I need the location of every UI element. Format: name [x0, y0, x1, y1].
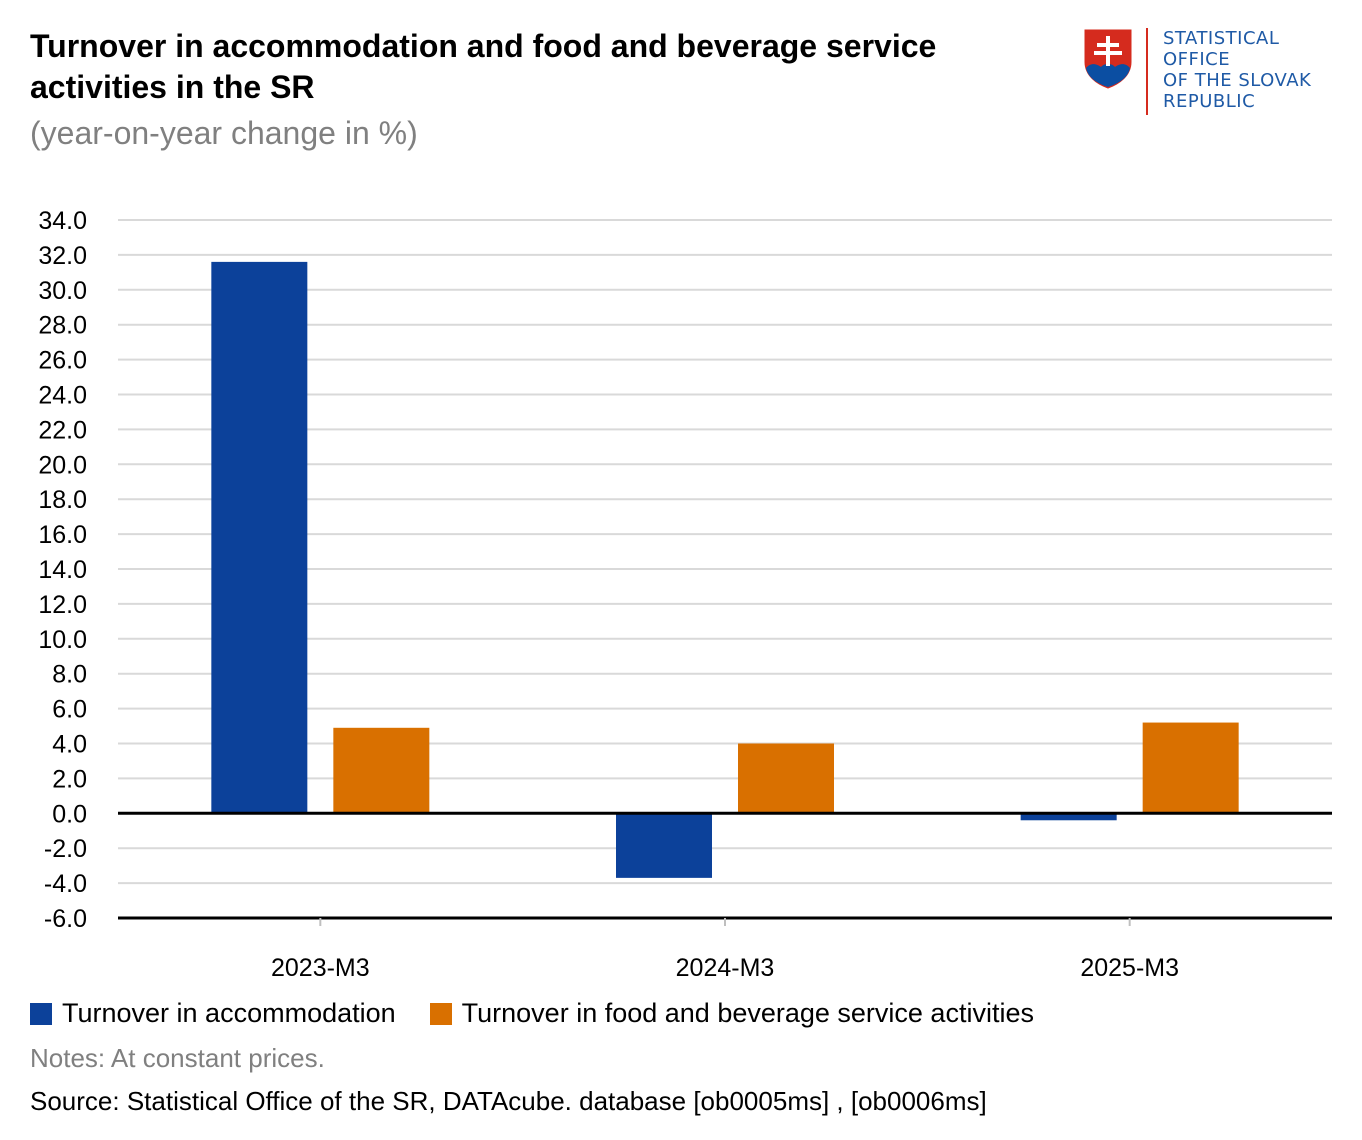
y-tick-label: 20.0 — [38, 451, 87, 479]
y-tick-label: -4.0 — [44, 870, 87, 898]
chart-notes: Notes: At constant prices. — [30, 1043, 325, 1073]
y-tick-label: 2.0 — [52, 765, 87, 793]
logo-line-1: STATISTICAL — [1163, 28, 1280, 49]
logo-text: STATISTICAL OFFICE OF THE SLOVAK REPUBLI… — [1163, 28, 1311, 112]
bar-food-beverage — [738, 743, 834, 814]
y-tick-label: -2.0 — [44, 835, 87, 863]
x-tick-label: 2025-M3 — [1080, 954, 1179, 982]
y-tick-label: 16.0 — [38, 521, 87, 549]
y-tick-label: 6.0 — [52, 696, 87, 724]
logo-line-3: OF THE SLOVAK — [1163, 70, 1312, 91]
chart-title: Turnover in accommodation and food and b… — [30, 28, 937, 105]
y-tick-label: 24.0 — [38, 382, 87, 410]
y-tick-label: 8.0 — [52, 661, 87, 689]
chart-source: Source: Statistical Office of the SR, DA… — [30, 1086, 987, 1116]
logo-line-2: OFFICE — [1163, 49, 1231, 70]
legend-swatch-food-beverage — [429, 1002, 452, 1025]
chart-legend: Turnover in accommodation Turnover in fo… — [30, 998, 1068, 1029]
bar-food-beverage — [333, 727, 430, 814]
slovak-shield-icon — [1084, 29, 1132, 89]
legend-item-food-beverage: Turnover in food and beverage service ac… — [429, 998, 1034, 1029]
y-tick-label: 4.0 — [52, 731, 87, 759]
bar-accommodation — [1020, 813, 1117, 821]
bar-chart: 34.0 32.0 30.0 28.0 26.0 24.0 22.0 20.0 18.0 16.0… — [38, 207, 1332, 982]
x-tick-label: 2023-M3 — [271, 954, 370, 982]
bar-accommodation — [616, 813, 712, 878]
y-tick-label: 18.0 — [38, 486, 87, 514]
bar-food-beverage — [1142, 722, 1239, 814]
legend-label-food-beverage: Turnover in food and beverage service ac… — [461, 998, 1034, 1028]
y-tick-label: 34.0 — [38, 207, 87, 235]
legend-item-accommodation: Turnover in accommodation — [30, 998, 396, 1029]
chart-subtitle: (year-on-year change in %) — [30, 115, 418, 151]
x-tick-label: 2024-M3 — [676, 954, 775, 982]
y-tick-label: 14.0 — [38, 556, 87, 584]
y-tick-label: 22.0 — [38, 416, 87, 444]
y-tick-label: 30.0 — [38, 277, 87, 305]
y-tick-label: 12.0 — [38, 591, 87, 619]
legend-label-accommodation: Turnover in accommodation — [62, 998, 396, 1028]
y-tick-label: 26.0 — [38, 347, 87, 375]
legend-swatch-accommodation — [30, 1002, 52, 1025]
y-tick-label: 10.0 — [38, 626, 87, 654]
y-tick-label: 0.0 — [52, 800, 87, 828]
y-tick-label: 28.0 — [38, 312, 87, 340]
logo-divider — [1146, 28, 1148, 115]
logo-line-4: REPUBLIC — [1163, 91, 1256, 112]
bar-accommodation — [211, 261, 308, 814]
y-tick-label: -6.0 — [44, 905, 87, 933]
y-tick-label: 32.0 — [38, 242, 87, 270]
statistical-office-logo: STATISTICAL OFFICE OF THE SLOVAK REPUBLI… — [1083, 28, 1343, 118]
